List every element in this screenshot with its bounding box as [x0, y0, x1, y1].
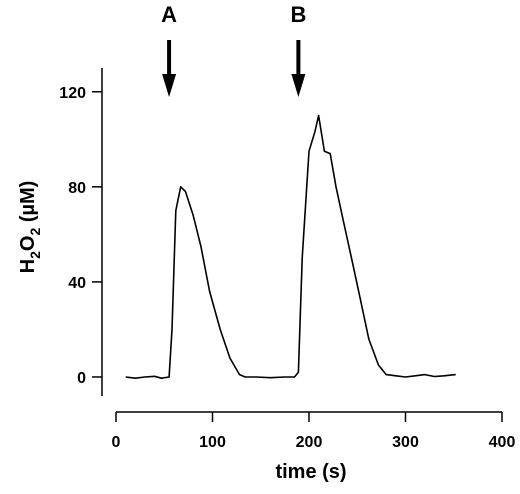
y-axis-title: H2O2 (µM)	[17, 181, 43, 274]
x-axis: 0 100 200 300 400	[112, 411, 516, 451]
y-axis: 0 40 80 120	[59, 68, 103, 396]
y-axis-title-unit: (µM)	[17, 181, 39, 228]
annotation-arrow-head	[162, 74, 177, 97]
x-tick-label: 300	[392, 434, 419, 451]
y-tick-label: 40	[68, 275, 86, 292]
x-tick-label: 0	[112, 434, 121, 451]
y-axis-title-mid: O	[17, 236, 39, 252]
series-group	[125, 114, 456, 380]
annotation-label: A	[161, 2, 177, 27]
x-axis-title: time (s)	[275, 461, 346, 483]
x-tick-label: 400	[489, 434, 516, 451]
y-tick-label: 120	[59, 85, 86, 102]
annotation-arrow-head	[291, 74, 306, 97]
y-axis-title-main: H	[17, 259, 39, 273]
x-tick-label: 200	[296, 434, 323, 451]
y-axis-title-sub1: 2	[27, 251, 43, 259]
y-axis-title-sub2: 2	[27, 228, 43, 236]
series-line	[125, 114, 456, 380]
y-tick-label: 80	[68, 180, 86, 197]
annotation-label: B	[290, 2, 306, 27]
y-tick-label: 0	[77, 370, 86, 387]
x-tick-label: 100	[199, 434, 226, 451]
